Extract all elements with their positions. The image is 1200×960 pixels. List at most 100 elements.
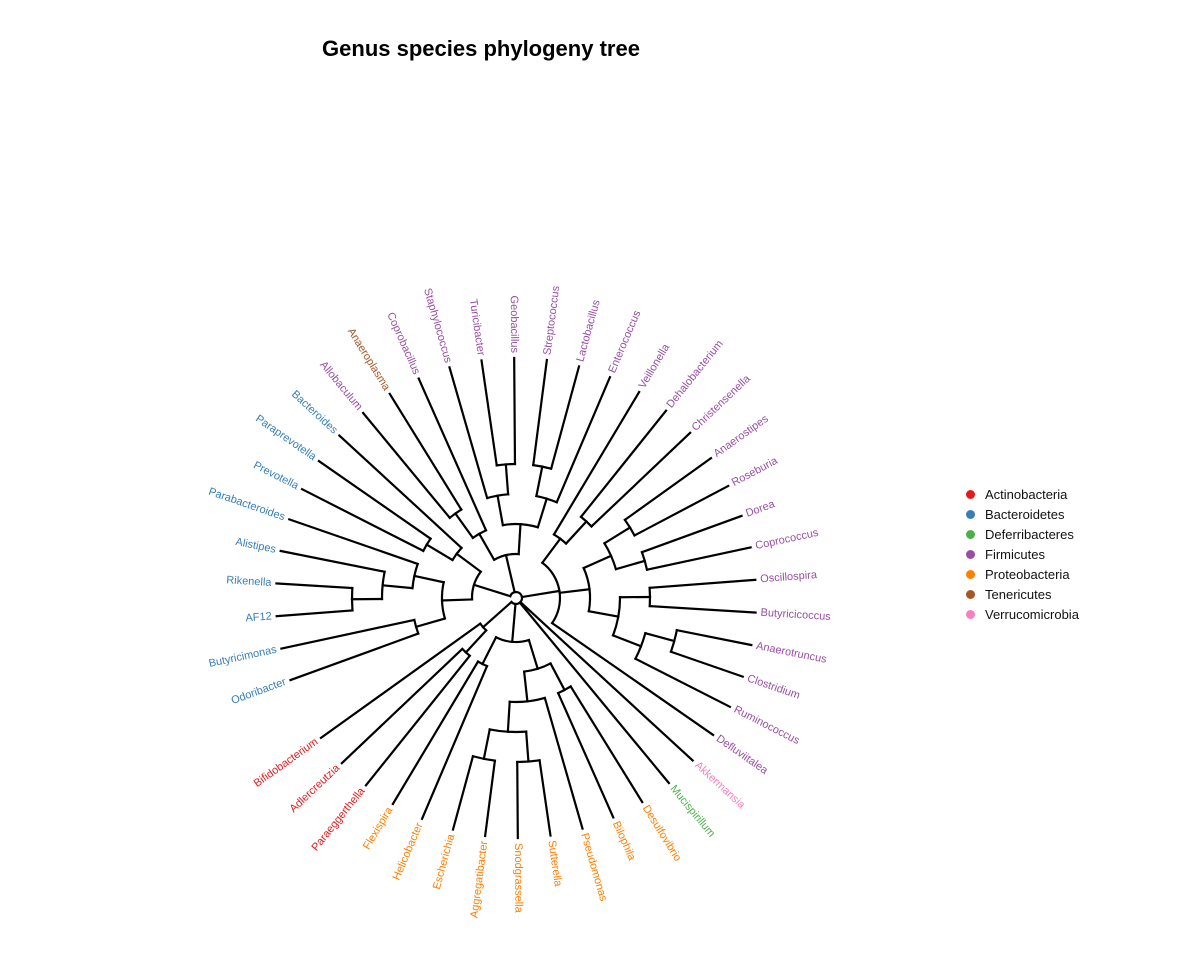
tip-label: Allobaculum xyxy=(317,359,364,413)
branch-edge xyxy=(611,633,643,648)
tip-label: Coprococcus xyxy=(754,527,820,552)
tree-branches xyxy=(275,356,757,840)
tip-label: Parabacteroides xyxy=(207,486,287,524)
tip-label: Christensenella xyxy=(690,372,754,433)
branch-edge xyxy=(550,621,715,737)
branch-edge xyxy=(496,494,505,527)
legend-item: Verrucomicrobia xyxy=(966,604,1079,624)
branch-edge xyxy=(472,583,512,598)
tip-label: Lactobacillus xyxy=(574,298,602,363)
branch-edge xyxy=(589,431,692,528)
branch-arc xyxy=(516,759,541,764)
tip-label: Anaerostipes xyxy=(712,413,772,460)
branch-edge xyxy=(517,522,522,556)
legend-label: Proteobacteria xyxy=(985,566,1070,582)
branch-edge xyxy=(520,589,561,599)
branch-edge xyxy=(643,631,676,643)
branch-edge xyxy=(340,647,464,765)
branch-edge xyxy=(524,730,530,763)
branch-arc xyxy=(421,537,433,553)
branch-edge xyxy=(552,390,641,536)
legend-label: Tenericutes xyxy=(985,586,1052,602)
branch-edge xyxy=(481,600,514,629)
branch-edge xyxy=(275,582,354,590)
branch-edge xyxy=(337,433,464,550)
branch-edge xyxy=(549,661,567,692)
branch-edge xyxy=(480,635,498,666)
branch-edge xyxy=(648,604,757,614)
tip-label: Butyricimonas xyxy=(208,644,279,670)
branch-arc xyxy=(450,546,464,562)
branch-edge xyxy=(300,487,425,553)
tip-label: Bifidobacterium xyxy=(252,736,321,790)
legend-key xyxy=(966,529,975,539)
branch-arc xyxy=(611,596,622,637)
tip-label: Streptococcus xyxy=(541,285,562,356)
tip-label: Alistipes xyxy=(234,536,277,556)
tip-label: Aggregatibacter xyxy=(468,840,490,919)
branch-edge xyxy=(538,759,552,837)
branch-edge xyxy=(287,517,420,566)
branch-edge xyxy=(504,463,510,496)
tip-label: Veillonella xyxy=(636,341,672,390)
branch-edge xyxy=(549,365,581,471)
branch-arc xyxy=(602,541,618,571)
branch-edge xyxy=(569,684,644,804)
branch-edge xyxy=(477,532,496,562)
branch-edge xyxy=(361,411,452,520)
tip-label: Prevotella xyxy=(251,459,301,492)
legend-key xyxy=(966,569,975,579)
tip-label: Mucispirillum xyxy=(667,783,717,840)
branch-edge xyxy=(482,728,492,761)
branch-edge xyxy=(532,358,549,467)
tip-label: Akkermansia xyxy=(692,759,748,811)
branch-edge xyxy=(420,664,489,821)
legend-item: Deferribacteres xyxy=(966,524,1079,544)
branch-edge xyxy=(587,609,620,618)
legend-label: Deferribacteres xyxy=(985,526,1074,542)
tip-label: Escherichia xyxy=(431,832,458,891)
legend-label: Bacteroidetes xyxy=(985,506,1065,522)
legend-label: Actinobacteria xyxy=(985,486,1068,502)
tip-label: Bilophila xyxy=(610,820,638,864)
branch-edge xyxy=(451,754,475,831)
branch-edge xyxy=(414,617,447,629)
branch-edge xyxy=(289,632,420,682)
branch-edge xyxy=(417,377,488,532)
legend-item: Proteobacteria xyxy=(966,564,1079,584)
branch-edge xyxy=(648,578,757,590)
chart-title: Genus species phylogeny tree xyxy=(322,36,640,61)
tip-label: AF12 xyxy=(245,610,272,624)
tip-label: Pseudomonas xyxy=(578,832,609,903)
branch-edge xyxy=(633,657,732,709)
legend-item: Tenericutes xyxy=(966,584,1079,604)
tip-label: Odoribacter xyxy=(230,676,288,707)
tip-label: Ruminococcus xyxy=(732,704,802,748)
branch-edge xyxy=(511,602,517,644)
legend-item: Bacteroidetes xyxy=(966,504,1079,524)
branch-edge xyxy=(464,628,488,655)
legend-key xyxy=(966,489,975,499)
branch-edge xyxy=(543,696,584,830)
tip-label: Oscillospira xyxy=(760,569,818,585)
branch-edge xyxy=(645,546,752,572)
branch-edge xyxy=(564,519,588,546)
legend-key xyxy=(966,589,975,599)
tip-label: Flexispira xyxy=(361,804,396,851)
branch-arc xyxy=(552,532,568,546)
tip-label: Geobacillus xyxy=(508,295,520,353)
tip-label: Staphylococcus xyxy=(421,287,454,365)
branch-edge xyxy=(440,598,474,602)
branch-edge xyxy=(483,759,497,838)
branch-arc xyxy=(495,462,517,467)
tip-label: Anaerotruncus xyxy=(755,640,828,666)
tip-label: Snodgrassella xyxy=(512,843,525,914)
phylum-legend: Actinobacteria Bacteroidetes Deferribacter… xyxy=(966,484,1079,624)
branch-edge xyxy=(364,654,472,787)
branch-edge xyxy=(381,584,414,590)
branch-edge xyxy=(518,600,695,763)
branch-edge xyxy=(513,356,517,466)
branch-edge xyxy=(556,691,615,819)
branch-edge xyxy=(536,497,549,529)
branch-edge xyxy=(582,554,613,570)
